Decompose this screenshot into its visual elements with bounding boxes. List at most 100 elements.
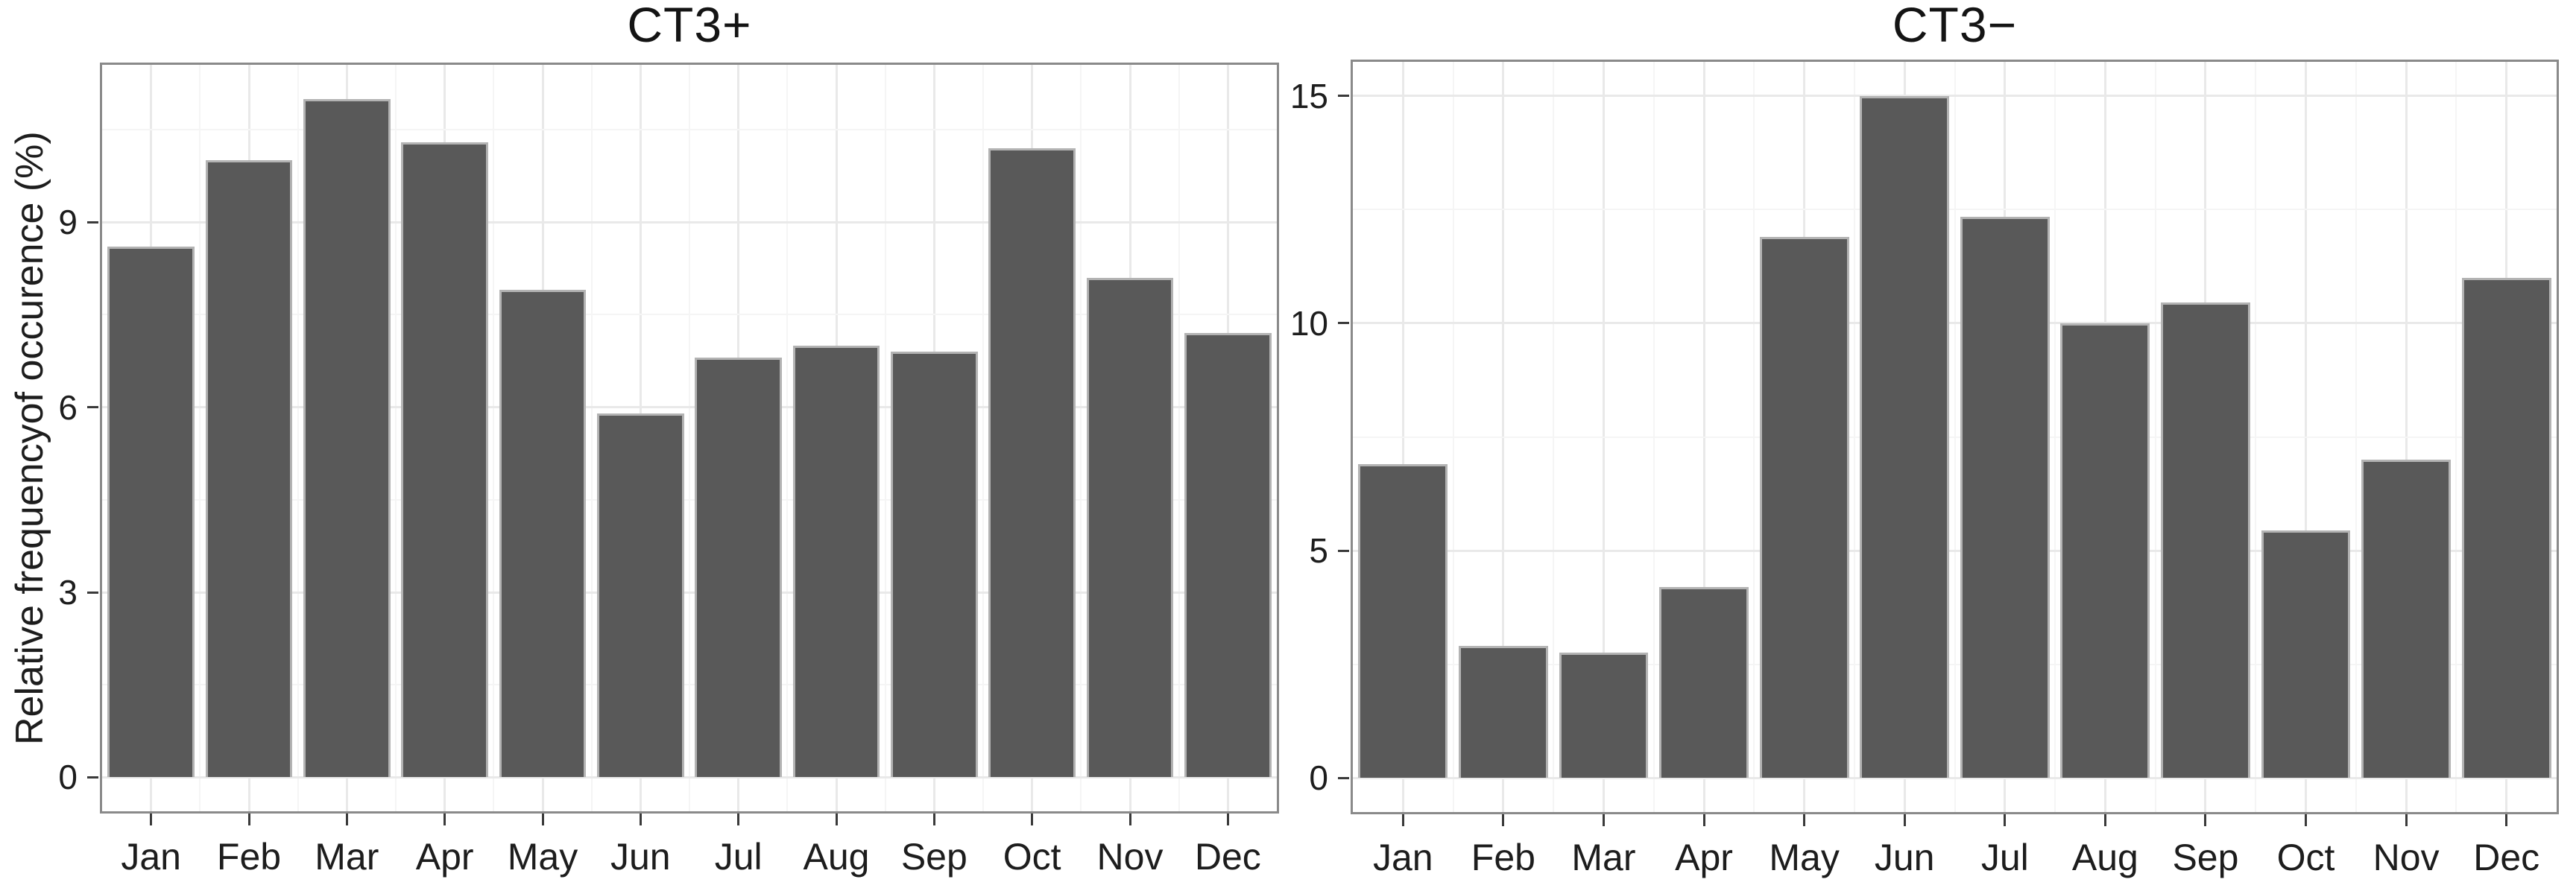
bar-oct [2261, 530, 2351, 779]
bar-nov [1086, 277, 1174, 778]
x-axis-category-label: Oct [2276, 837, 2335, 878]
gridline-vertical-minor [395, 65, 397, 811]
plot-panel [100, 63, 1279, 814]
gridline-horizontal-minor [1353, 663, 2557, 665]
gridline-vertical-major [1502, 62, 1505, 812]
gridline-horizontal-minor [1353, 436, 2557, 438]
gridline-vertical-minor [493, 65, 495, 811]
y-tick-mark [87, 406, 98, 409]
gridline-vertical-major [247, 65, 250, 811]
gridline-vertical-minor [2255, 62, 2257, 812]
x-axis-category-label: Jan [121, 836, 181, 878]
gridline-horizontal-major [102, 406, 1277, 409]
gridline-vertical-minor [590, 65, 593, 811]
x-tick-mark [1602, 814, 1605, 826]
x-axis-category-label: Feb [216, 836, 282, 878]
y-tick-label: 9 [58, 203, 78, 242]
gridline-vertical-major [1803, 62, 1806, 812]
x-axis-category-label: Apr [415, 836, 474, 878]
gridline-vertical-minor [1452, 62, 1454, 812]
x-tick-mark [1401, 814, 1404, 826]
gridline-vertical-minor [1954, 62, 1956, 812]
bar-jan [1358, 464, 1448, 779]
gridline-horizontal-major [1353, 322, 2557, 325]
x-axis-category-label: Dec [1194, 836, 1261, 878]
x-tick-mark [2204, 814, 2207, 826]
y-tick-mark [1338, 95, 1349, 98]
y-tick-mark [1338, 549, 1349, 552]
gridline-vertical-minor [2355, 62, 2357, 812]
gridline-vertical-major [2204, 62, 2207, 812]
gridline-horizontal-minor [102, 684, 1277, 686]
y-tick-mark [1338, 322, 1349, 325]
x-tick-mark [247, 814, 250, 825]
x-axis-category-label: Jan [1372, 837, 1433, 878]
gridline-vertical-major [1128, 65, 1131, 811]
gridline-vertical-major [541, 65, 544, 811]
gridline-vertical-major [2405, 62, 2408, 812]
gridline-horizontal-minor [102, 314, 1277, 316]
bar-apr [1659, 586, 1749, 779]
y-tick-label: 0 [58, 758, 78, 797]
gridline-vertical-minor [786, 65, 789, 811]
x-axis-category-label: Aug [803, 836, 870, 878]
x-axis-category-label: Oct [1003, 836, 1061, 878]
gridline-vertical-major [932, 65, 935, 811]
gridline-vertical-minor [1178, 65, 1180, 811]
gridline-vertical-major [345, 65, 348, 811]
x-axis-category-label: Nov [2373, 837, 2440, 878]
gridline-vertical-major [2103, 62, 2106, 812]
x-axis-category-label: Apr [1675, 837, 1733, 878]
gridline-horizontal-major [102, 591, 1277, 594]
bar-jan [107, 247, 195, 778]
gridline-vertical-minor [689, 65, 690, 811]
y-tick-label: 0 [1309, 758, 1328, 798]
bar-may [1759, 236, 1849, 779]
x-axis-category-label: May [1769, 837, 1840, 878]
gridline-vertical-minor [982, 65, 984, 811]
x-tick-mark [1502, 814, 1505, 826]
bar-oct [988, 148, 1076, 778]
gridline-vertical-minor [1853, 62, 1855, 812]
x-tick-mark [150, 814, 153, 825]
x-tick-mark [2305, 814, 2308, 826]
x-axis-category-label: Feb [1471, 837, 1535, 878]
bar-aug [792, 345, 880, 778]
gridline-vertical-major [1702, 62, 1705, 812]
y-tick-label: 10 [1289, 303, 1328, 343]
x-tick-mark [639, 814, 642, 825]
x-tick-mark [1226, 814, 1229, 825]
gridline-vertical-minor [1753, 62, 1755, 812]
bar-feb [205, 160, 293, 778]
x-tick-mark [1702, 814, 1705, 826]
x-tick-mark [443, 814, 446, 825]
x-axis-category-label: Nov [1096, 836, 1164, 878]
bar-jun [596, 413, 684, 778]
x-axis-category-label: May [507, 836, 578, 878]
x-axis-category-label: Jul [1980, 837, 2029, 878]
gridline-vertical-minor [1080, 65, 1082, 811]
gridline-vertical-major [737, 65, 740, 811]
gridline-vertical-minor [2054, 62, 2056, 812]
gridline-vertical-major [2004, 62, 2007, 812]
bar-nov [2361, 460, 2451, 779]
x-tick-mark [1128, 814, 1131, 825]
y-axis-title: Relative frequencyof occurence (%) [8, 131, 51, 745]
gridline-horizontal-major [1353, 776, 2557, 779]
x-tick-mark [541, 814, 544, 825]
y-tick-label: 6 [58, 387, 78, 427]
gridline-vertical-major [1903, 62, 1906, 812]
bar-jul [695, 358, 783, 778]
gridline-vertical-major [835, 65, 838, 811]
bar-jul [1960, 216, 2050, 779]
bar-mar [1559, 653, 1649, 779]
gridline-vertical-minor [2455, 62, 2457, 812]
y-tick-label: 5 [1309, 531, 1328, 571]
x-tick-mark [2103, 814, 2106, 826]
x-axis-category-label: Mar [315, 836, 379, 878]
gridline-horizontal-minor [102, 128, 1277, 130]
x-tick-mark [2405, 814, 2408, 826]
gridline-vertical-minor [884, 65, 886, 811]
